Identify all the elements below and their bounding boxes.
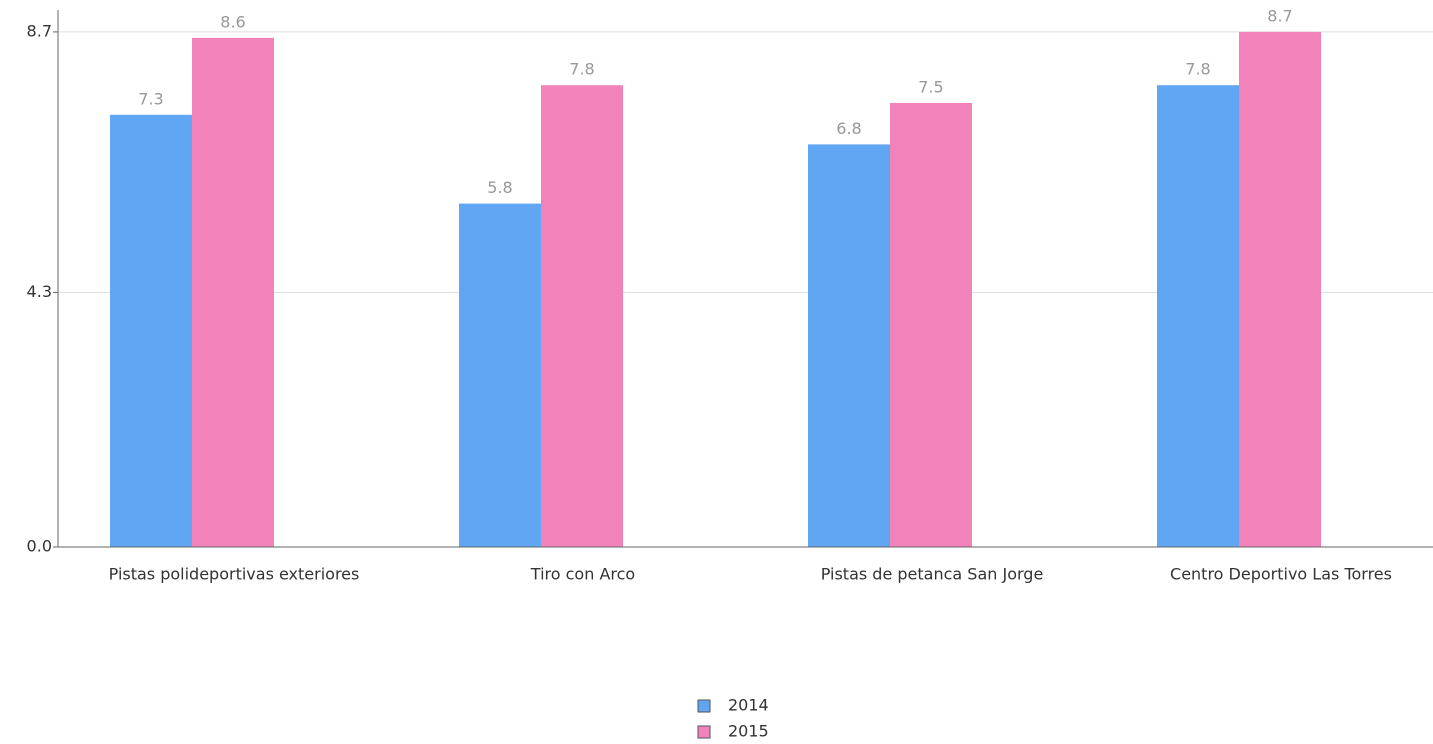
value-label: 7.5 [918, 77, 943, 96]
bar [1239, 31, 1321, 547]
value-label: 7.3 [138, 89, 163, 108]
y-tick-label: 0.0 [27, 537, 52, 556]
bar [192, 37, 274, 547]
bar [110, 114, 192, 548]
bar [890, 102, 972, 547]
bar [459, 203, 541, 547]
value-label: 5.8 [487, 178, 512, 197]
legend-label: 2014 [728, 696, 769, 715]
x-tick-label: Centro Deportivo Las Torres [1170, 565, 1392, 584]
legend-swatch [697, 725, 711, 739]
bar [1157, 85, 1239, 548]
x-tick-label: Pistas polideportivas exteriores [109, 565, 360, 584]
x-tick-label: Pistas de petanca San Jorge [821, 565, 1044, 584]
y-tick-label: 4.3 [27, 282, 52, 301]
y-tick-label: 8.7 [27, 21, 52, 40]
value-label: 8.7 [1267, 6, 1292, 25]
value-label: 7.8 [569, 60, 594, 79]
value-label: 7.8 [1185, 60, 1210, 79]
bar [808, 144, 890, 547]
legend-swatch [697, 699, 711, 713]
legend-label: 2015 [728, 722, 769, 741]
value-label: 6.8 [836, 119, 861, 138]
bar [541, 85, 623, 548]
value-label: 8.6 [220, 12, 245, 31]
x-tick-label: Tiro con Arco [530, 565, 635, 584]
